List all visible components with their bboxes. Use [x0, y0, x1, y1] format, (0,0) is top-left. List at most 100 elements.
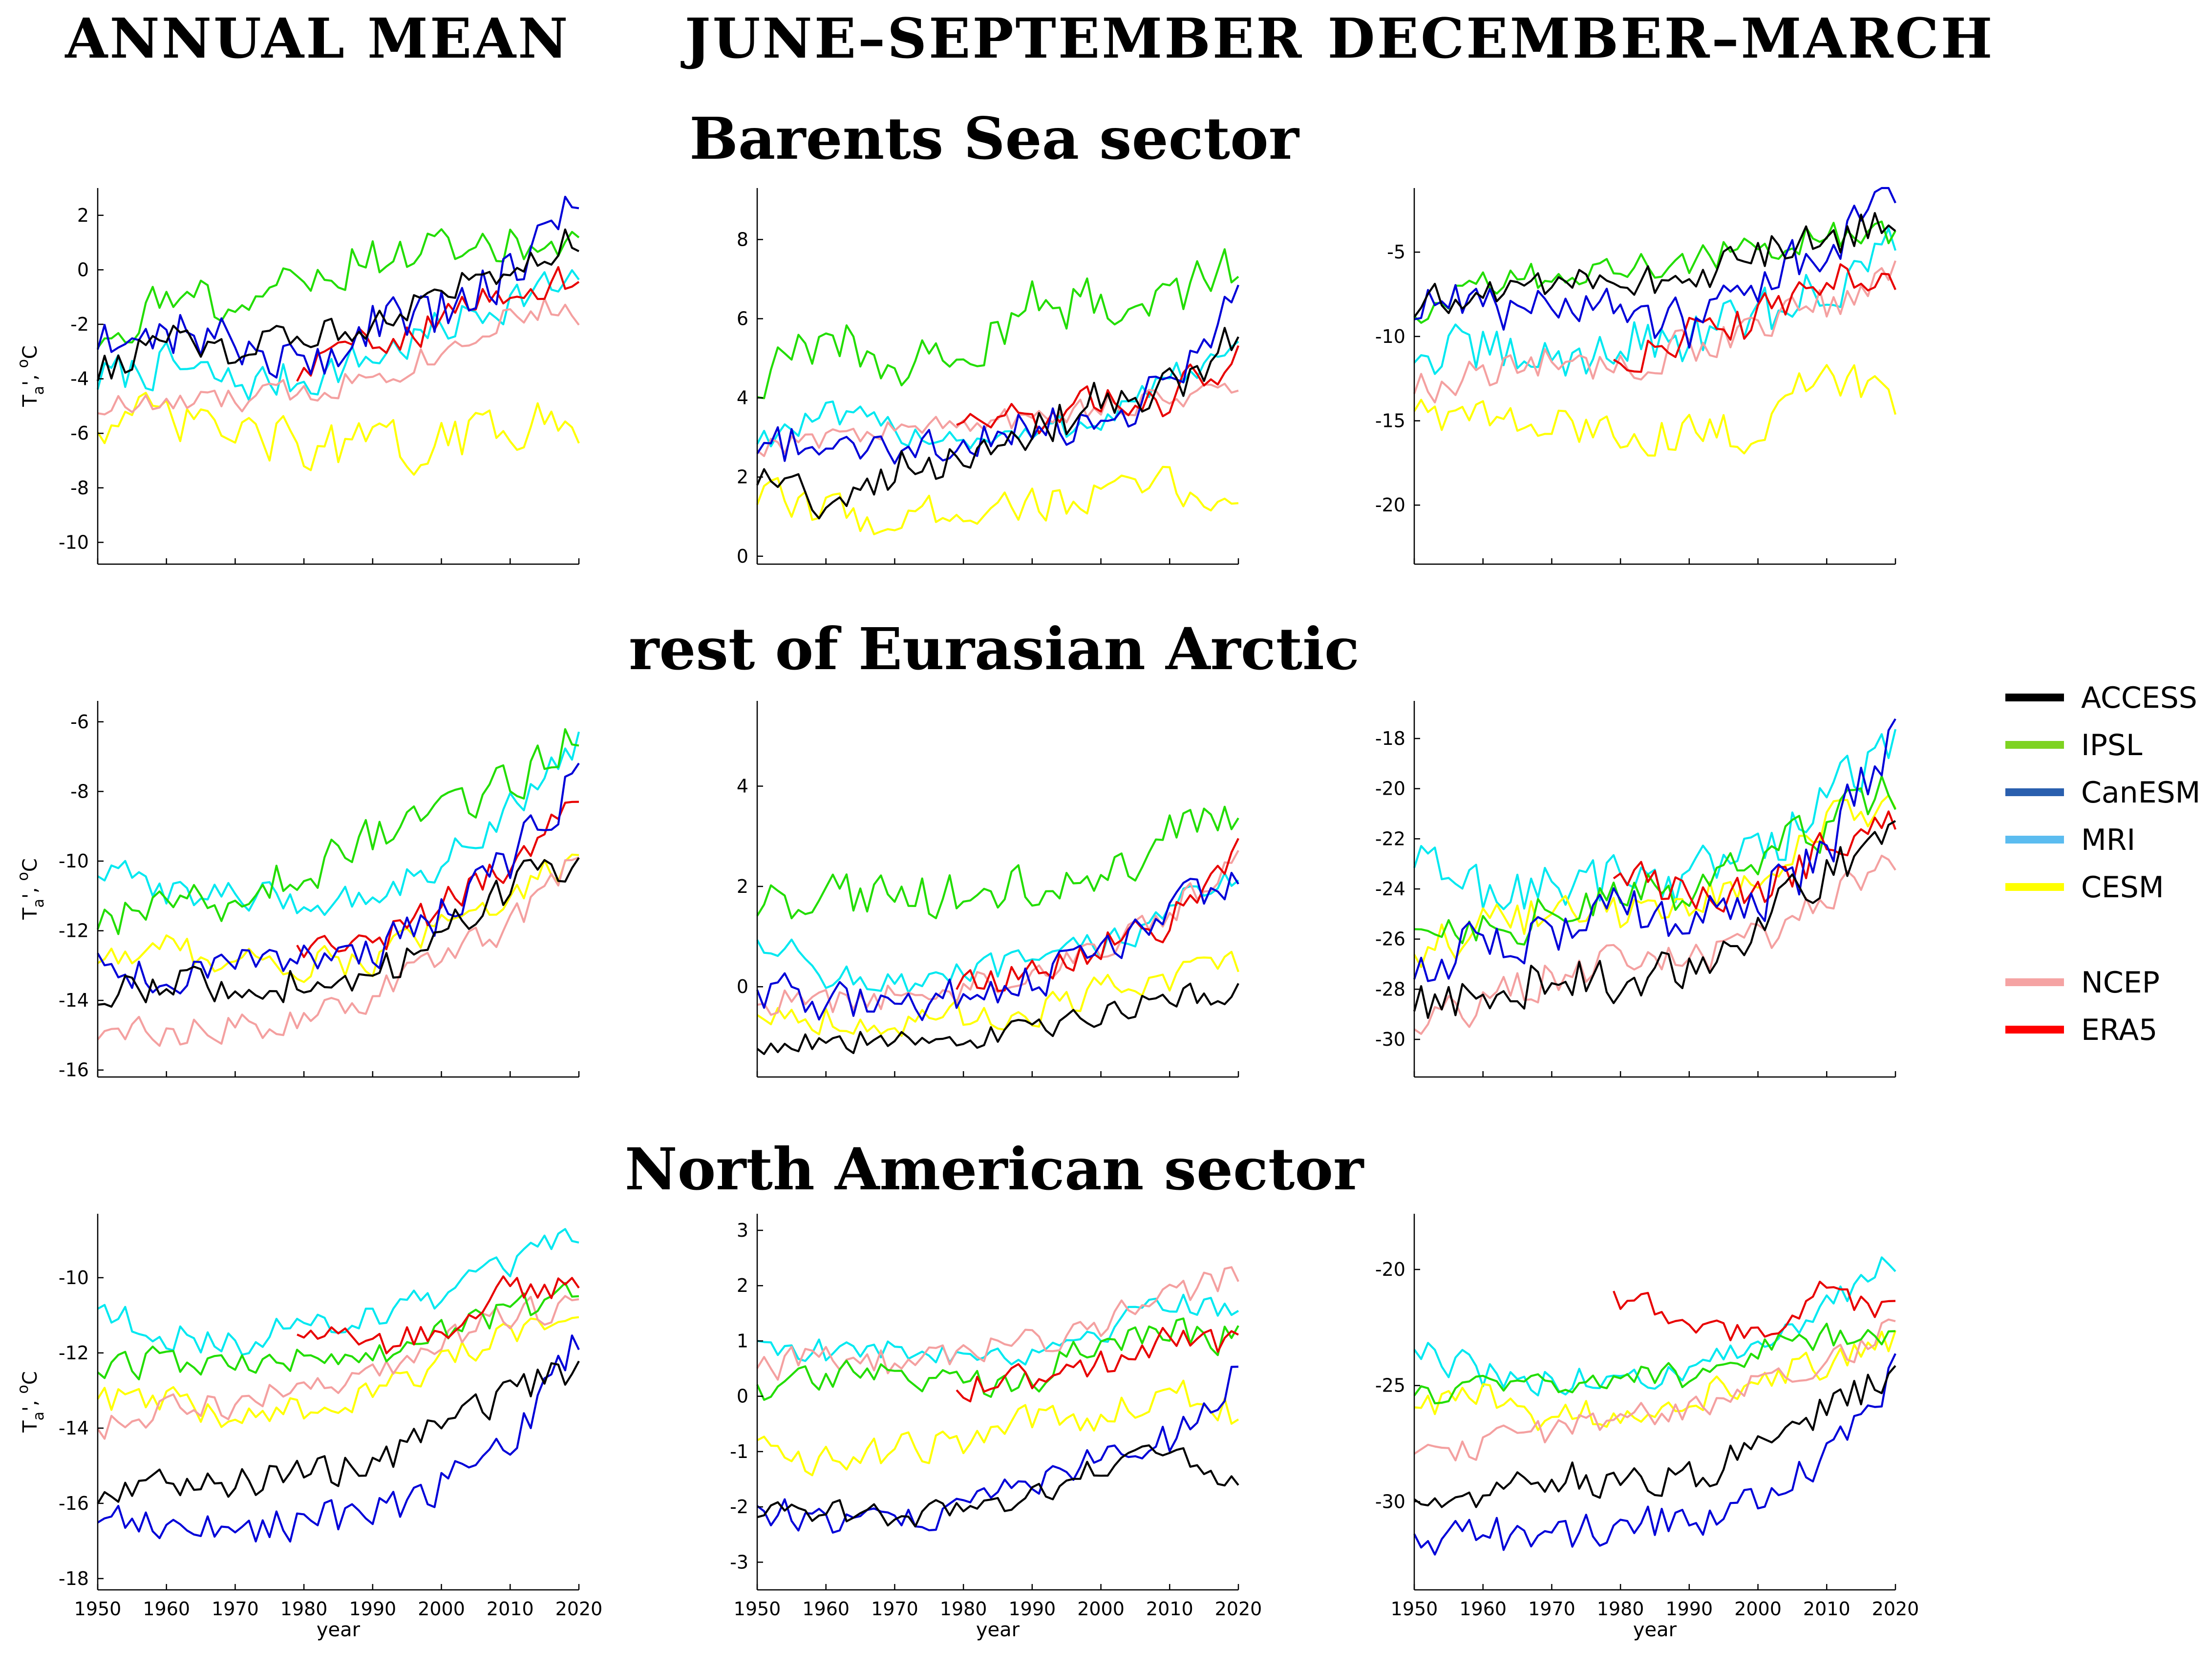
y-tick-label: 4 — [737, 776, 748, 797]
legend: ACCESS IPSL CanESM MRI CESM NCEP ERA5 — [2005, 681, 2200, 1047]
y-tick-label: -8 — [70, 781, 89, 802]
y-tick-label: -20 — [1375, 494, 1405, 516]
y-axis-label: Ta', oC — [15, 1371, 47, 1433]
legend-item-cesm: CESM — [2005, 870, 2164, 905]
series-line-ncep — [1413, 1318, 1896, 1461]
y-tick-label: -24 — [1375, 878, 1405, 900]
series-line-mri — [97, 1228, 579, 1356]
series-line-ncep — [97, 297, 580, 416]
series-line-canesm — [97, 1334, 580, 1543]
panel-r1-c2: -18 -20 -22 -24 -26 -28 -30 — [1375, 701, 1897, 1078]
legend-item-canesm: CanESM — [2005, 776, 2200, 810]
y-tick-label: -12 — [59, 1342, 89, 1364]
y-tick-label: -22 — [1375, 828, 1405, 849]
x-tick-label: 2000 — [1734, 1598, 1782, 1620]
panel-r0-c0: 2 0 -2 -4 -6 -8 -10 Ta', oC — [15, 188, 580, 565]
y-tick-label: -30 — [1375, 1029, 1405, 1050]
series-line-canesm — [756, 284, 1239, 465]
y-tick-label: -10 — [59, 850, 89, 872]
y-tick-label: 2 — [77, 205, 89, 226]
y-tick-label: 4 — [737, 387, 748, 409]
x-axis-label: year — [976, 1619, 1020, 1641]
legend-label: CanESM — [2081, 776, 2200, 810]
row-title-eurasian-arctic: rest of Eurasian Arctic — [629, 615, 1360, 683]
y-axis-label: Ta', oC — [15, 858, 47, 920]
series-line-ncep — [97, 856, 579, 1047]
series-line-access — [756, 982, 1239, 1056]
series-line-canesm — [1413, 1353, 1896, 1556]
row-title-barents-sea: Barents Sea sector — [689, 105, 1300, 172]
y-tick-label: 0 — [737, 976, 748, 997]
series-line-mri — [1413, 227, 1897, 377]
series-line-ncep — [756, 382, 1239, 457]
series-line-mri — [96, 269, 580, 401]
legend-item-ipsl: IPSL — [2005, 728, 2143, 762]
y-tick-label: 0 — [737, 1386, 748, 1407]
series-line-ipsl — [1413, 220, 1896, 324]
series-line-canesm — [1413, 718, 1896, 982]
y-tick-label: -20 — [1375, 1259, 1405, 1280]
panel-r2-c2: -20 -25 -30 1950 1960 1970 1980 1990 2000 2010 202… — [1375, 1214, 1919, 1641]
column-title-annual-mean: ANNUAL MEAN — [64, 7, 570, 71]
y-tick-label: -16 — [59, 1059, 89, 1081]
y-tick-label: -6 — [70, 422, 89, 444]
legend-item-mri: MRI — [2005, 823, 2135, 857]
panel-r1-c1: 4 2 0 — [737, 701, 1239, 1078]
x-tick-label: 2010 — [487, 1598, 534, 1620]
x-tick-label: 2010 — [1803, 1598, 1850, 1620]
series-line-canesm — [97, 762, 580, 994]
y-axis-label: Ta', oC — [15, 345, 47, 407]
series-group — [97, 1228, 580, 1543]
series-line-mri — [756, 872, 1239, 994]
y-tick-label: -14 — [59, 1417, 89, 1439]
series-line-era5 — [1613, 263, 1896, 373]
x-axis-label: year — [317, 1619, 361, 1641]
panel-r2-c0: -10 -12 -14 -16 -18 1950 1960 1970 1980 1990 2000 2… — [15, 1214, 602, 1641]
series-line-access — [757, 1444, 1239, 1528]
column-title-june-september: JUNE–SEPTEMBER — [681, 7, 1304, 71]
x-tick-label: 1980 — [940, 1598, 987, 1620]
x-tick-label: 2020 — [555, 1598, 603, 1620]
y-tick-label: -14 — [59, 990, 89, 1011]
series-group — [1413, 187, 1897, 457]
x-tick-label: 2020 — [1215, 1598, 1262, 1620]
series-line-ncep — [757, 850, 1239, 1016]
x-tick-label: 2020 — [1872, 1598, 1919, 1620]
y-tick-label: -1 — [730, 1441, 748, 1462]
legend-item-ncep: NCEP — [2005, 966, 2160, 1000]
x-tick-label: 1970 — [1528, 1598, 1575, 1620]
legend-item-access: ACCESS — [2005, 681, 2197, 715]
x-tick-label: 1980 — [280, 1598, 328, 1620]
series-line-mri — [97, 731, 580, 916]
y-tick-label: -18 — [1375, 728, 1405, 749]
series-line-ncep — [1413, 854, 1896, 1035]
series-line-access — [97, 857, 580, 1008]
y-tick-label: 6 — [737, 308, 748, 329]
series-line-canesm — [756, 1366, 1239, 1534]
y-tick-label: 8 — [737, 229, 748, 250]
series-line-ncep — [1413, 260, 1896, 403]
y-tick-label: 3 — [737, 1220, 748, 1241]
x-tick-label: 2010 — [1146, 1598, 1193, 1620]
y-tick-label: -10 — [59, 531, 89, 553]
y-tick-label: 2 — [737, 466, 748, 488]
y-tick-label: -15 — [1375, 410, 1405, 432]
x-tick-label: 1950 — [74, 1598, 122, 1620]
series-line-era5 — [1613, 810, 1896, 913]
series-group — [756, 805, 1239, 1056]
x-axis-label: year — [1633, 1619, 1677, 1641]
x-tick-label: 1990 — [1665, 1598, 1713, 1620]
legend-label: ACCESS — [2081, 681, 2197, 715]
series-line-cesm — [756, 465, 1239, 535]
series-line-cesm — [757, 1379, 1239, 1477]
series-line-cesm — [97, 853, 579, 983]
x-tick-label: 2000 — [418, 1598, 465, 1620]
y-tick-label: -6 — [70, 711, 89, 733]
series-line-ipsl — [97, 1282, 579, 1381]
series-group — [1413, 718, 1897, 1035]
series-line-ipsl — [97, 228, 580, 349]
series-line-canesm — [756, 871, 1239, 1021]
series-line-era5 — [956, 1327, 1239, 1403]
panel-r2-c1: 3 2 1 0 -1 -2 -3 1950 1960 1970 1980 1990 2000 2010 20… — [730, 1214, 1262, 1641]
